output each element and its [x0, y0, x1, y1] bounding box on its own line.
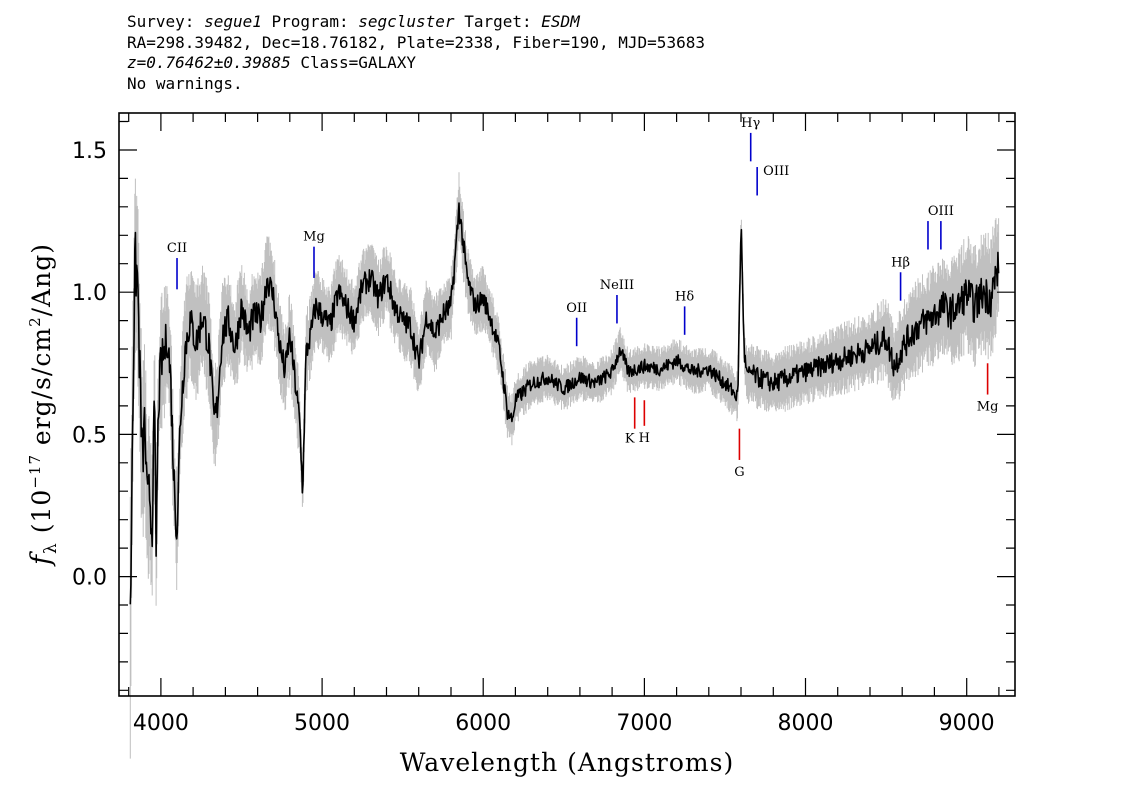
header-line-warnings: No warnings.: [127, 73, 243, 93]
x-tick-label: 4000: [133, 711, 189, 736]
marker-label-hβ: Hβ: [891, 255, 910, 270]
flux-layer: [129, 202, 1000, 605]
program-value: segcluster: [358, 12, 455, 31]
y-tick-label: 0.0: [72, 566, 107, 591]
line-marker-layer: CII Mg OII NeIII Hδ Hγ OIII Hβ OIII K H G Mg: [167, 116, 999, 480]
header-line-coordinates: RA=298.39482, Dec=18.76182, Plate=2338, …: [127, 32, 705, 52]
target-label: Target:: [464, 12, 532, 31]
tick-label-layer: 4000 5000 6000 7000 8000 9000 0.0 0.5 1.0 1.5: [72, 139, 995, 736]
x-tick-label: 8000: [778, 711, 834, 736]
y-axis-title: fλ (10−17 erg/s/cm2/Ang): [26, 243, 61, 567]
y-tick-label: 1.0: [72, 281, 107, 306]
marker-label-mg: Mg: [977, 400, 999, 415]
error-layer: [129, 172, 1000, 759]
class-value: Class=GALAXY: [300, 53, 416, 72]
redshift-value: z=0.76462±0.39885: [127, 53, 291, 72]
survey-value: segue1: [204, 12, 262, 31]
marker-label-g: G: [734, 465, 744, 480]
x-tick-label: 5000: [294, 711, 350, 736]
marker-label-hγ: Hγ: [741, 116, 760, 131]
error-envelope: [129, 172, 1000, 759]
flux-line: [129, 202, 1000, 605]
y-tick-label: 0.5: [72, 423, 107, 448]
spectrum-header: Survey: segue1 Program: segcluster Targe…: [127, 12, 705, 94]
tick-layer: [119, 113, 1015, 696]
x-tick-label: 9000: [939, 711, 995, 736]
survey-label: Survey:: [127, 12, 195, 31]
header-line-redshift: z=0.76462±0.39885 Class=GALAXY: [127, 53, 705, 74]
program-label: Program:: [271, 12, 349, 31]
marker-label-oii: OII: [566, 301, 587, 316]
marker-label-mg: Mg: [303, 230, 325, 245]
marker-label-oiii: OIII: [928, 204, 954, 219]
x-tick-label: 7000: [616, 711, 672, 736]
target-value: ESDM: [541, 12, 580, 31]
marker-label-hδ: Hδ: [675, 289, 694, 304]
marker-label-oiii: OIII: [763, 164, 789, 179]
marker-label-cii: CII: [167, 241, 187, 256]
marker-label-neiii: NeIII: [600, 278, 634, 293]
x-axis-title: Wavelength (Angstroms): [400, 748, 734, 777]
axis-ticks: [119, 113, 1015, 696]
y-tick-label: 1.5: [72, 139, 107, 164]
x-tick-label: 6000: [455, 711, 511, 736]
plot-frame: [118, 112, 1016, 697]
marker-label-k: K: [625, 432, 635, 447]
header-line-survey: Survey: segue1 Program: segcluster Targe…: [127, 12, 705, 33]
marker-label-h: H: [639, 431, 650, 446]
